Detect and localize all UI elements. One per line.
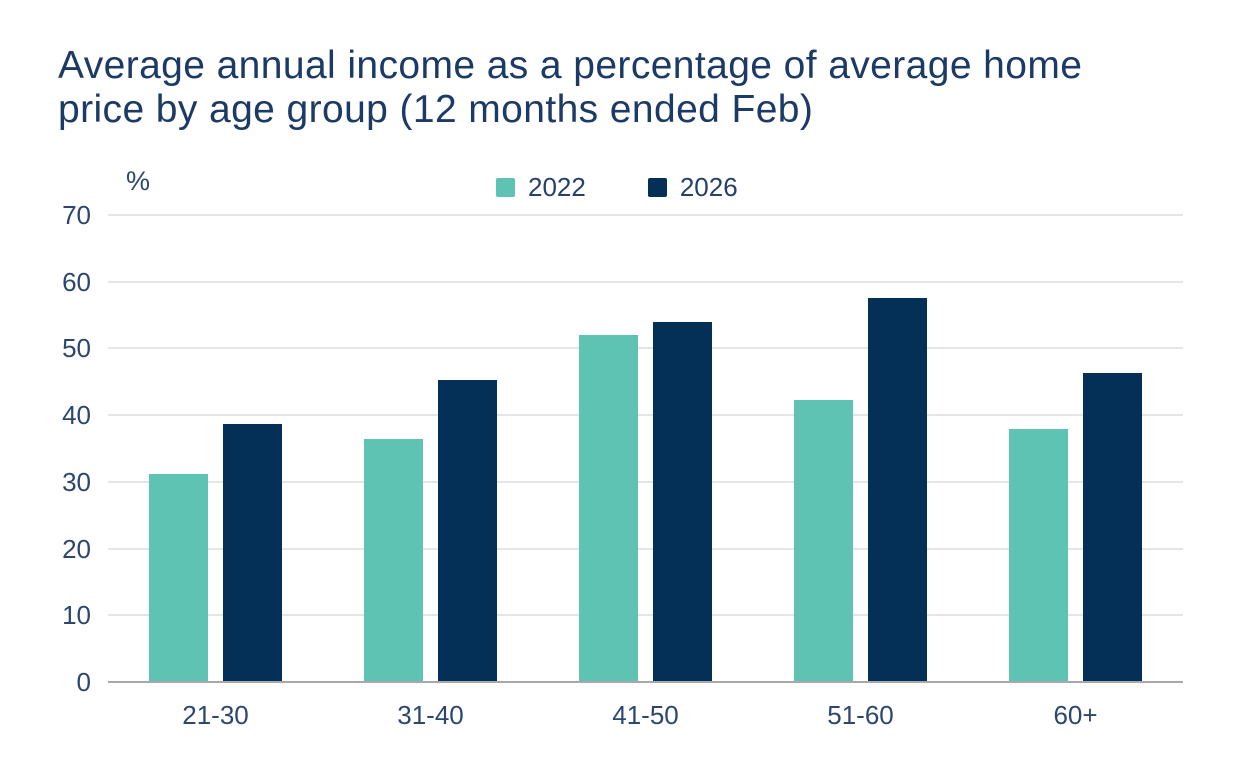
y-tick-label-40: 40 (62, 400, 91, 431)
gridline-10 (108, 614, 1183, 617)
bar-2022-31-40 (364, 438, 423, 682)
bar-groups (108, 215, 1183, 682)
x-tick-label-51-60: 51-60 (827, 700, 894, 730)
chart-title-line-1: Average annual income as a percentage of… (58, 44, 1083, 87)
y-tick-label-70: 70 (62, 200, 91, 230)
gridline-30 (108, 480, 1183, 483)
x-tick-label-31-40: 31-40 (397, 700, 464, 730)
gridline-40 (108, 414, 1183, 417)
legend: 2022 2026 (496, 172, 738, 203)
y-tick-label-10: 10 (62, 600, 91, 631)
bar-2022-41-50 (579, 335, 638, 682)
bar-2026-51-60 (868, 298, 927, 682)
gridline-20 (108, 547, 1183, 550)
y-tick-label-0: 0 (76, 667, 91, 697)
bar-2026-31-40 (438, 380, 497, 682)
legend-swatch-2022-icon (496, 178, 515, 197)
legend-item-2026: 2026 (647, 172, 738, 203)
y-tick-label-30: 30 (62, 466, 91, 497)
bar-group-60+ (968, 215, 1183, 682)
y-axis: 70 60 50 40 30 20 10 0 (0, 200, 91, 697)
legend-label-2026: 2026 (679, 172, 738, 202)
gridline-70 (108, 214, 1183, 216)
bar-2022-60+ (1009, 428, 1068, 682)
y-tick-label-20: 20 (62, 533, 91, 564)
x-tick-label-21-30: 21-30 (182, 700, 249, 730)
bar-2022-51-60 (794, 400, 853, 682)
gridline-60 (108, 280, 1183, 283)
bar-2026-60+ (1083, 373, 1142, 682)
bar-2026-21-30 (223, 423, 282, 682)
y-tick-label-60: 60 (62, 266, 91, 297)
chart-title: Average annual income as a percentage of… (58, 44, 1082, 132)
bar-group-41-50 (538, 215, 753, 682)
gridline-0 (108, 681, 1183, 683)
chart-title-line-2: price by age group (12 months ended Feb) (58, 88, 814, 131)
bar-group-21-30 (108, 215, 323, 682)
x-tick-label-60+: 60+ (1053, 700, 1098, 730)
x-axis: 21-30 31-40 41-50 51-60 60+ (108, 700, 1183, 734)
gridline-50 (108, 347, 1183, 350)
y-tick-label-50: 50 (62, 333, 91, 364)
y-axis-unit-label: % (126, 166, 151, 196)
bar-2026-41-50 (653, 321, 712, 682)
bar-group-31-40 (323, 215, 538, 682)
legend-label-2022: 2022 (528, 172, 586, 202)
x-tick-label-41-50: 41-50 (612, 700, 679, 730)
plot-area (108, 214, 1183, 683)
legend-item-2022: 2022 (496, 172, 586, 203)
legend-swatch-2026-icon (647, 178, 667, 197)
bar-group-51-60 (753, 215, 968, 682)
bar-2022-21-30 (149, 473, 208, 682)
